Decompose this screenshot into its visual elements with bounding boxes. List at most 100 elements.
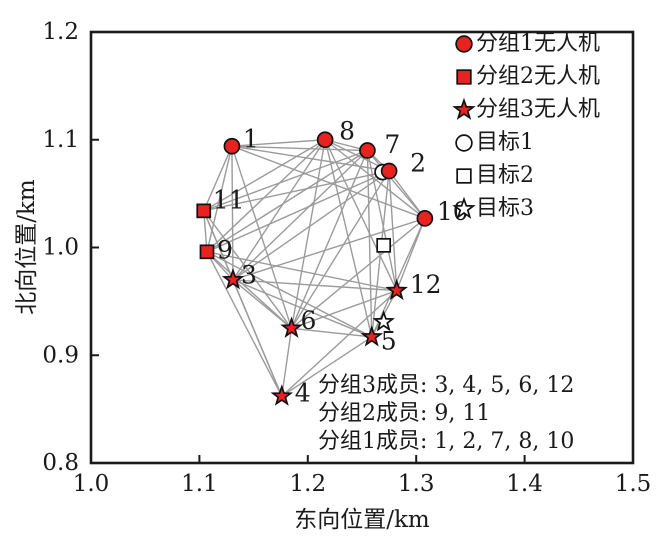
target1-open-circle-icon-shape — [455, 133, 473, 152]
group1-uav-filled-circle-icon — [455, 34, 473, 53]
link-uav5-uav10 — [371, 218, 426, 338]
link-uav6-uav7 — [290, 150, 369, 329]
uav3-marker — [221, 268, 245, 290]
link-uav1-uav2 — [231, 145, 390, 172]
link-uav6-uav9 — [206, 251, 293, 329]
legend-label: 目标1 — [476, 129, 534, 155]
legend-item-group2-uav: 分组2无人机 — [452, 60, 600, 93]
uav6-marker — [280, 316, 303, 338]
link-uav3-uav5 — [232, 279, 373, 338]
link-uav4-uav5 — [281, 336, 373, 397]
uav5-label: 5 — [381, 326, 397, 355]
target3-open-star-icon-shape — [452, 196, 476, 219]
link-uav5-uav9 — [206, 251, 373, 338]
y-tick-label: 0.9 — [42, 342, 79, 368]
link-uav8-uav10 — [324, 139, 426, 219]
link-uav4-uav11 — [203, 210, 283, 397]
y-tick-label: 0.8 — [42, 450, 79, 476]
uav8-label: 8 — [339, 116, 355, 145]
uav5-marker — [360, 325, 383, 347]
x-axis-title: 东向位置/km — [294, 507, 430, 533]
y-tick-label: 1.2 — [42, 19, 79, 45]
y-tick-label: 1.0 — [42, 235, 79, 261]
target3-open-star-icon — [452, 196, 476, 219]
link-uav9-uav12 — [206, 251, 397, 292]
link-uav6-uav10 — [291, 217, 426, 329]
group3-members-text: 分组3成员: 3, 4, 5, 6, 12 — [318, 373, 575, 398]
link-uav2-uav11 — [203, 170, 390, 212]
x-tick-label: 1.5 — [615, 471, 652, 497]
legend-item-target2: 目标2 — [452, 159, 600, 192]
link-uav3-uav7 — [232, 150, 368, 281]
link-uav7-uav9 — [206, 149, 368, 253]
target2-marker — [376, 237, 392, 253]
group3-uav-filled-star-icon — [452, 97, 476, 120]
legend-label: 分组1无人机 — [476, 30, 600, 56]
legend-label: 分组2无人机 — [476, 63, 600, 89]
link-uav5-uav6 — [291, 327, 372, 338]
x-tick-label: 1.4 — [506, 471, 543, 497]
x-tick-label: 1.0 — [73, 471, 110, 497]
group-members-annotation: 分组3成员: 3, 4, 5, 6, 12 分组2成员: 9, 11 分组1成员… — [318, 372, 574, 456]
link-uav4-uav9 — [206, 251, 283, 397]
uav7-marker — [359, 142, 376, 159]
legend-label: 目标3 — [476, 195, 534, 221]
link-uav3-uav12 — [232, 279, 397, 292]
uav8-marker — [316, 131, 334, 149]
link-uav4-uav12 — [281, 290, 398, 397]
uav2-label: 2 — [410, 148, 426, 177]
uav1-marker — [223, 137, 241, 155]
legend-label: 目标2 — [476, 162, 534, 188]
uav9-marker — [199, 244, 215, 260]
y-tick-label: 1.1 — [42, 127, 79, 153]
group2-uav-filled-square-icon-shape — [456, 68, 472, 85]
uav4-label: 4 — [295, 379, 311, 408]
link-uav8-uav12 — [324, 139, 398, 291]
link-uav1-uav9 — [206, 146, 233, 252]
x-tick-label: 1.1 — [181, 471, 218, 497]
link-uav2-uav9 — [206, 170, 390, 253]
link-uav1-uav11 — [203, 145, 233, 212]
group2-members-text: 分组2成员: 9, 11 — [318, 401, 491, 426]
uav4-marker — [270, 384, 294, 406]
legend-label: 分组3无人机 — [476, 96, 600, 122]
uav1-label: 1 — [243, 125, 259, 154]
link-uav3-uav10 — [232, 217, 426, 281]
uav7-label: 7 — [384, 130, 400, 159]
uav3-label: 3 — [241, 260, 257, 289]
link-uav8-uav11 — [203, 139, 326, 212]
group1-members-text: 分组1成员: 1, 2, 7, 8, 10 — [318, 429, 575, 454]
link-uav2-uav5 — [371, 170, 390, 338]
legend-item-target3: 目标3 — [452, 192, 600, 225]
uav12-marker — [385, 278, 408, 301]
group1-uav-filled-circle-icon-shape — [455, 34, 473, 53]
target2-open-square-icon — [456, 167, 472, 184]
link-uav2-uav3 — [232, 170, 390, 281]
link-uav6-uav11 — [203, 210, 293, 329]
uav2-marker — [380, 162, 398, 180]
link-uav5-uav7 — [366, 150, 373, 337]
group3-uav-filled-star-icon-shape — [452, 97, 476, 120]
uav10-marker — [416, 210, 434, 227]
link-uav7-uav12 — [366, 150, 398, 291]
target2-open-square-icon-shape — [456, 167, 472, 184]
link-uav4-uav6 — [281, 328, 293, 397]
link-uav2-uav6 — [290, 170, 390, 329]
uav9-label: 9 — [217, 235, 233, 264]
link-uav8-uav9 — [206, 139, 326, 253]
group2-uav-filled-square-icon — [456, 68, 472, 85]
target1-open-circle-icon — [455, 133, 473, 152]
x-tick-label: 1.2 — [290, 471, 327, 497]
target3-marker — [372, 310, 395, 332]
uav11-marker — [196, 203, 212, 219]
y-axis-title: 北向位置/km — [14, 179, 40, 315]
uav6-label: 6 — [301, 306, 317, 335]
uav11-label: 11 — [213, 185, 245, 214]
link-uav6-uav12 — [291, 289, 397, 329]
link-uav7-uav11 — [203, 149, 368, 212]
link-uav3-uav8 — [232, 139, 326, 281]
link-uav7-uav10 — [366, 150, 426, 219]
link-uav1-uav8 — [231, 139, 326, 147]
